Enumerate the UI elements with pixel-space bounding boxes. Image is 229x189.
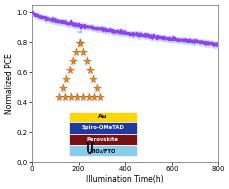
Y-axis label: Normalized PCE: Normalized PCE bbox=[5, 53, 14, 114]
X-axis label: Illumination Time(h): Illumination Time(h) bbox=[86, 175, 163, 184]
Polygon shape bbox=[78, 31, 81, 32]
